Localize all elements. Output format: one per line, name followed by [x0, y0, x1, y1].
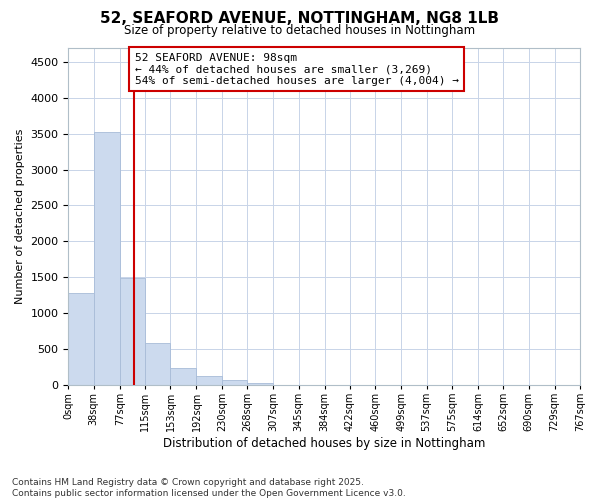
Text: Contains HM Land Registry data © Crown copyright and database right 2025.
Contai: Contains HM Land Registry data © Crown c… [12, 478, 406, 498]
Bar [68, 293, 94, 385]
X-axis label: Distribution of detached houses by size in Nottingham: Distribution of detached houses by size … [163, 437, 485, 450]
Y-axis label: Number of detached properties: Number of detached properties [15, 128, 25, 304]
Text: Size of property relative to detached houses in Nottingham: Size of property relative to detached ho… [124, 24, 476, 37]
Bar [222, 380, 247, 385]
Bar [170, 368, 196, 385]
Bar [145, 342, 170, 385]
Bar [120, 278, 145, 385]
Text: 52, SEAFORD AVENUE, NOTTINGHAM, NG8 1LB: 52, SEAFORD AVENUE, NOTTINGHAM, NG8 1LB [101, 11, 499, 26]
Bar [196, 376, 222, 385]
Bar [247, 383, 273, 385]
Bar [94, 132, 120, 385]
Text: 52 SEAFORD AVENUE: 98sqm
← 44% of detached houses are smaller (3,269)
54% of sem: 52 SEAFORD AVENUE: 98sqm ← 44% of detach… [135, 52, 459, 86]
